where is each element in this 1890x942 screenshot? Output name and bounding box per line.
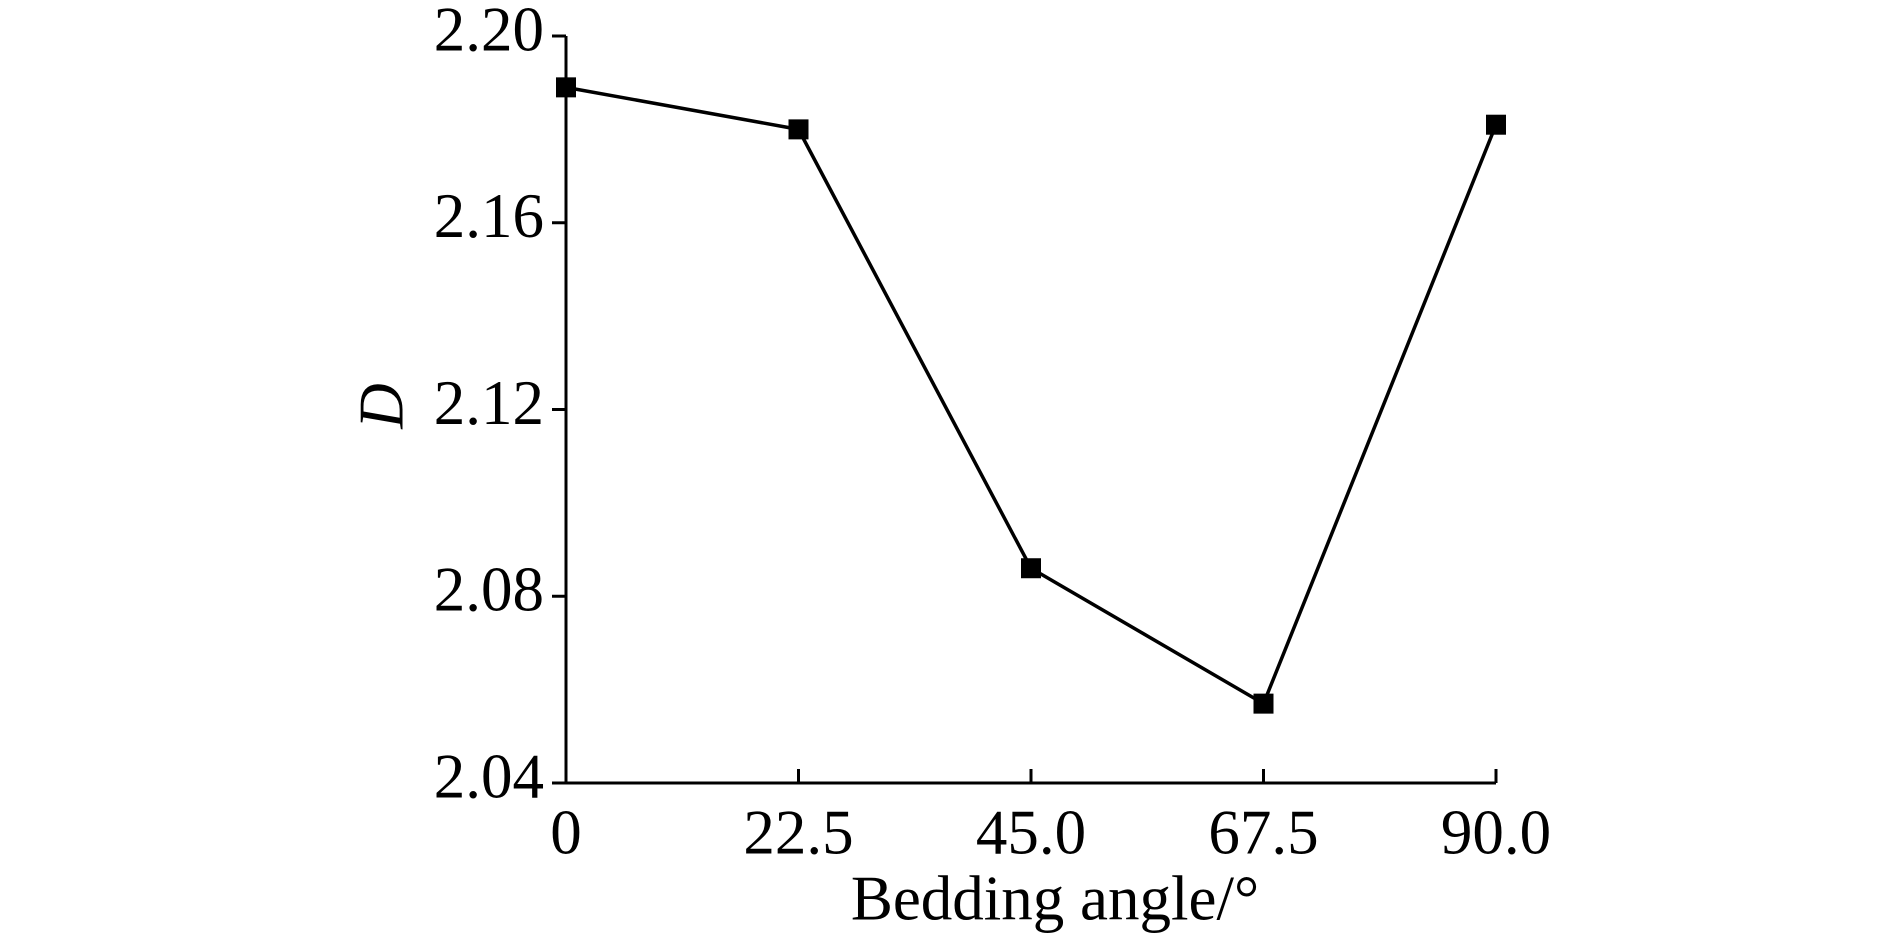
y-tick-label: 2.04 — [434, 741, 544, 811]
x-tick-label: 90.0 — [1441, 797, 1551, 867]
y-tick-label: 2.12 — [434, 368, 544, 438]
data-point — [788, 119, 809, 140]
data-point — [556, 77, 576, 98]
y-tick-label: 2.08 — [434, 555, 544, 625]
y-tick-label: 2.16 — [434, 181, 544, 251]
x-axis-label: Bedding angle/° — [851, 863, 1259, 933]
data-point — [1021, 558, 1041, 579]
data-point — [1486, 114, 1506, 135]
x-tick-label: 45.0 — [976, 797, 1086, 867]
y-tick-label: 2.20 — [434, 0, 544, 64]
y-axis-label: D — [346, 383, 416, 430]
x-tick-label: 22.5 — [743, 797, 853, 867]
x-tick-label: 0 — [550, 797, 582, 867]
data-line — [565, 85, 1498, 707]
x-tick-label: 67.5 — [1208, 797, 1318, 867]
data-point — [1253, 693, 1274, 714]
